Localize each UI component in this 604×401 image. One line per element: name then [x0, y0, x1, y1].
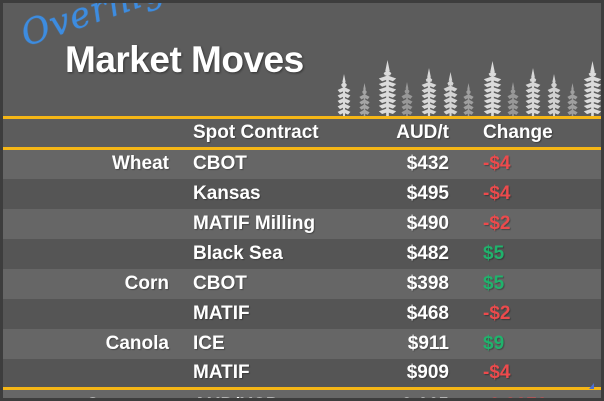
- wheat-stalk-icon: [401, 82, 413, 116]
- corner-accent-mark: [589, 383, 594, 389]
- cell-price: $911: [407, 332, 449, 354]
- cell-price: $468: [406, 302, 449, 324]
- cell-spot-contract: CBOT: [193, 153, 247, 175]
- cell-price: $495: [406, 182, 449, 204]
- cell-price: $432: [406, 153, 449, 175]
- cell-category: [3, 239, 181, 269]
- cell-category: [3, 359, 181, 389]
- cell-price: $909: [406, 361, 449, 383]
- currency-cell-change: -0.0078: [459, 389, 601, 398]
- table-row: Black Sea $482 $5: [3, 238, 601, 269]
- cell-change: -$4: [483, 361, 511, 383]
- cell-change: $5: [483, 242, 505, 264]
- wheat-stalk-icon: [443, 72, 458, 116]
- column-header-change: Change: [483, 122, 553, 143]
- page-title: Market Moves: [65, 39, 304, 80]
- table-row: Corn CBOT $398 $5: [3, 268, 601, 299]
- cell-change: -$2: [483, 212, 511, 234]
- wheat-stalk-icon: [567, 83, 578, 116]
- wheat-stalk-icon: [337, 74, 351, 116]
- cell-change: -$2: [483, 302, 511, 324]
- cell-change: -$4: [483, 153, 511, 175]
- table-row: Wheat CBOT $432 -$4: [3, 148, 601, 179]
- currency-cell-category: Currency: [3, 389, 181, 398]
- currency-row: CurrencyAUD/USD0.665-0.0078: [3, 388, 601, 398]
- cell-spot-contract: CBOT: [193, 272, 247, 294]
- cell-change: $9: [483, 332, 505, 354]
- wheat-stalk-icon: [463, 83, 474, 116]
- column-header-price: AUD/t: [396, 122, 449, 143]
- cell-category: [3, 209, 181, 239]
- title-block: Overnight Market Moves: [3, 3, 343, 116]
- wheat-stalk-icon: [421, 68, 437, 116]
- cell-spot-contract: Kansas: [193, 182, 261, 204]
- table-row: MATIF $909 -$4: [3, 358, 601, 389]
- cell-category: Wheat: [112, 153, 169, 175]
- wheat-stalk-icon: [378, 60, 397, 116]
- currency-cell-price: 0.665: [349, 389, 459, 398]
- table-header-row: Spot Contract AUD/t Change: [3, 117, 601, 149]
- wheat-stalk-icon: [547, 74, 561, 116]
- table-row: MATIF $468 -$2: [3, 298, 601, 329]
- wheat-stalk-icon: [507, 82, 519, 116]
- cell-change: $5: [483, 272, 505, 294]
- cell-spot-contract: ICE: [193, 332, 225, 354]
- header-band: Overnight Market Moves: [3, 3, 601, 116]
- table-row: MATIF Milling $490 -$2: [3, 208, 601, 239]
- cell-price: $398: [406, 272, 449, 294]
- table-row: Canola ICE $911 $9: [3, 328, 601, 359]
- column-header-spot-contract: Spot Contract: [193, 122, 319, 143]
- cell-category: Canola: [105, 332, 169, 354]
- currency-cell-pair: AUD/USD: [181, 389, 349, 398]
- cell-spot-contract: MATIF: [193, 361, 250, 383]
- wheat-stalk-icon: [359, 83, 370, 116]
- cell-category: [3, 299, 181, 329]
- cell-category: Corn: [124, 272, 169, 294]
- wheat-stalk-icon: [483, 61, 502, 116]
- cell-spot-contract: MATIF: [193, 302, 250, 324]
- table-row: Kansas $495 -$4: [3, 178, 601, 209]
- cell-spot-contract: Black Sea: [193, 242, 283, 264]
- column-header-category: [3, 118, 181, 149]
- cell-price: $490: [406, 212, 449, 234]
- wheat-stalk-icon: [583, 61, 601, 116]
- wheat-decoration-strip: [335, 55, 601, 116]
- table-body: Wheat CBOT $432 -$4 Kansas $495 -$4 MATIF Milli…: [3, 148, 601, 398]
- cell-category: [3, 179, 181, 209]
- wheat-stalk-icon: [525, 68, 541, 116]
- cell-price: $482: [406, 242, 449, 264]
- market-moves-table: Spot Contract AUD/t Change Wheat CBOT $432…: [3, 116, 601, 398]
- cell-change: -$4: [483, 182, 511, 204]
- cell-spot-contract: MATIF Milling: [193, 212, 316, 234]
